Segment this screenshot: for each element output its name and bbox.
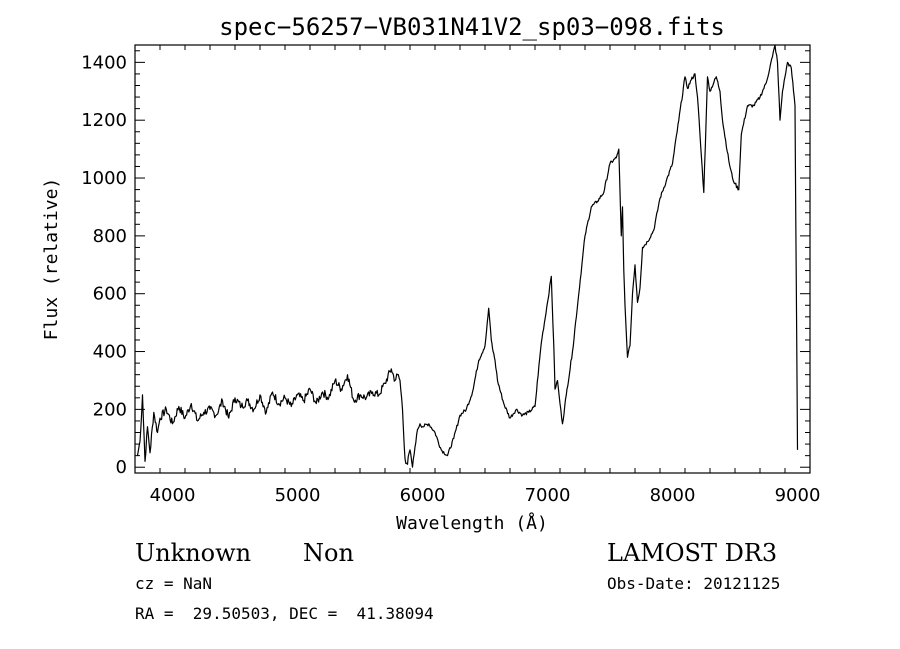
object-subclass: Non: [303, 539, 354, 567]
spectrum-line: [136, 44, 799, 468]
x-tick-label: 4000: [150, 485, 196, 506]
y-axis-label: Flux (relative): [41, 178, 62, 341]
y-tick-label: 200: [93, 399, 127, 420]
spectrum-plot: spec−56257−VB031N41V2_sp03−098.fits 4000…: [41, 13, 821, 534]
x-tick-label: 7000: [525, 485, 571, 506]
x-tick-label: 5000: [275, 485, 321, 506]
plot-frame: [134, 44, 811, 474]
y-tick-label: 0: [116, 457, 127, 478]
object-class: Unknown: [135, 539, 252, 567]
y-tick-label: 1400: [81, 52, 127, 73]
chart-title: spec−56257−VB031N41V2_sp03−098.fits: [219, 13, 725, 41]
y-tick-label: 800: [93, 226, 127, 247]
x-axis-label: Wavelength (Å): [396, 512, 548, 534]
y-tick-label: 1000: [81, 168, 127, 189]
obs-date-text: Obs-Date: 20121125: [607, 574, 781, 593]
x-axis: 4000 5000 6000 7000 8000 9000: [134, 45, 821, 506]
survey-name: LAMOST DR3: [607, 539, 778, 567]
coordinates-text: RA = 29.50503, DEC = 41.38094: [135, 604, 434, 623]
y-tick-label: 400: [93, 342, 127, 363]
x-tick-label: 8000: [650, 485, 696, 506]
y-axis: 0 200 400 600 800 1000 1200 1400: [81, 50, 810, 478]
redshift-text: cz = NaN: [135, 574, 213, 593]
y-tick-label: 1200: [81, 110, 127, 131]
y-tick-label: 600: [93, 284, 127, 305]
x-tick-label: 6000: [400, 485, 446, 506]
x-tick-label: 9000: [775, 485, 821, 506]
